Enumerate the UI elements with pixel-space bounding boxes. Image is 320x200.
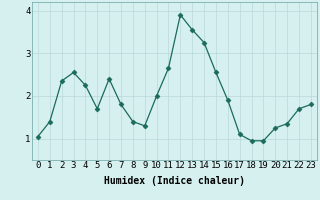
X-axis label: Humidex (Indice chaleur): Humidex (Indice chaleur) [104, 176, 245, 186]
